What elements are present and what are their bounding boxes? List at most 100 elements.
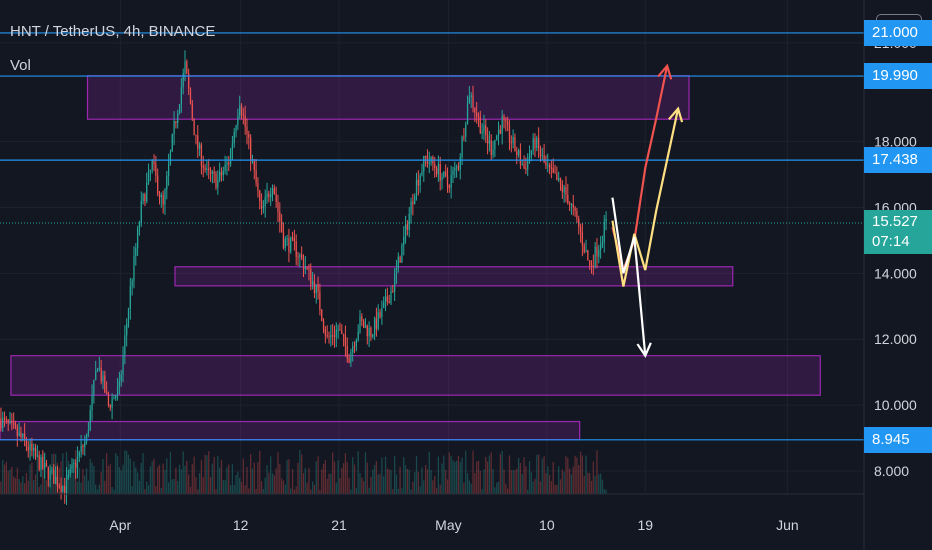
candle-body <box>13 422 15 425</box>
candle-body <box>115 395 117 399</box>
candle-body <box>441 177 443 181</box>
candle-body <box>492 149 494 155</box>
volume-bar <box>581 455 584 494</box>
candle-body <box>251 160 254 162</box>
candle-body <box>311 281 314 285</box>
candle-body <box>370 328 372 337</box>
volume-bar <box>499 454 501 494</box>
candle-body <box>109 404 111 408</box>
x-tick-label: 10 <box>539 517 555 533</box>
candle-body <box>304 267 306 270</box>
candle-body <box>328 336 330 338</box>
candle-body <box>157 175 159 194</box>
candle-body <box>481 131 483 134</box>
candle-body <box>439 163 441 181</box>
candle-body <box>421 171 423 176</box>
candle-body <box>337 329 339 331</box>
candle-body <box>293 237 296 242</box>
candle-body <box>186 61 188 74</box>
volume-bar <box>596 450 598 494</box>
volume-bar <box>508 455 511 494</box>
candle-body <box>477 116 480 118</box>
volume-bar <box>423 480 425 494</box>
volume-bar <box>468 480 471 494</box>
volume-bar <box>266 465 268 494</box>
candle-body <box>184 61 186 73</box>
volume-bar <box>13 476 15 494</box>
volume-bar <box>153 458 155 494</box>
candle-body <box>485 125 487 136</box>
candle-body <box>44 462 46 469</box>
volume-bar <box>315 461 317 494</box>
candle-body <box>9 421 11 424</box>
volume-bar <box>383 476 385 494</box>
volume-bar <box>523 457 525 494</box>
candle-body <box>260 201 263 209</box>
candle-body <box>388 301 390 304</box>
volume-bar <box>452 459 454 494</box>
candle-body <box>350 352 352 363</box>
candle-body <box>521 164 523 166</box>
volume-bar <box>589 472 591 494</box>
candle-body <box>71 464 73 469</box>
volume-bar <box>177 480 179 494</box>
volume-bar <box>445 469 447 494</box>
volume-bar <box>477 460 480 494</box>
volume-bar <box>38 486 40 494</box>
volume-bar <box>410 489 412 494</box>
candle-body <box>142 194 144 201</box>
volume-bar <box>0 481 2 494</box>
candle-body <box>89 410 91 431</box>
volume-bar <box>34 474 37 494</box>
candle-body <box>470 95 472 97</box>
candle-body <box>570 204 573 206</box>
candle-body <box>279 211 281 222</box>
zone-rect <box>174 266 734 287</box>
volume-bar <box>226 467 228 494</box>
candle-body <box>445 171 447 177</box>
volume-bar <box>507 488 509 494</box>
volume-bar <box>353 464 356 494</box>
candle-body <box>353 346 356 348</box>
volume-bar <box>82 469 84 494</box>
volume-bar <box>534 478 536 494</box>
volume-bar <box>428 451 430 494</box>
volume-bar <box>492 468 494 494</box>
candle-body <box>111 398 113 408</box>
volume-bar <box>543 456 545 494</box>
candle-body <box>452 170 454 176</box>
volume-bar <box>133 461 135 494</box>
candle-body <box>598 249 600 257</box>
volume-bar <box>127 454 130 494</box>
volume-bar <box>505 483 507 494</box>
candle-body <box>78 452 80 457</box>
volume-bar <box>474 473 476 494</box>
x-tick-label: 12 <box>233 517 249 533</box>
volume-bar <box>372 469 374 494</box>
candle-body <box>581 232 584 246</box>
candle-body <box>197 135 199 149</box>
volume-bar <box>188 474 190 494</box>
candle-body <box>122 354 124 375</box>
volume-bar <box>558 466 560 494</box>
candle-body <box>280 221 283 233</box>
candle-body <box>166 175 168 190</box>
volume-bar <box>322 463 325 494</box>
candle-body <box>257 183 259 191</box>
candle-body <box>364 325 367 328</box>
volume-bar <box>397 488 399 494</box>
candle-body <box>255 169 257 184</box>
volume-bar <box>173 478 175 494</box>
candle-body <box>315 284 317 294</box>
volume-bar <box>361 477 363 494</box>
candle-body <box>116 386 119 396</box>
volume-bar <box>306 482 308 494</box>
volume-bar <box>435 488 438 494</box>
candle-body <box>537 138 540 149</box>
candle-body <box>299 254 301 258</box>
volume-bar <box>270 456 272 494</box>
candle-body <box>410 201 412 214</box>
candle-body <box>448 185 450 188</box>
candle-body <box>188 73 190 89</box>
